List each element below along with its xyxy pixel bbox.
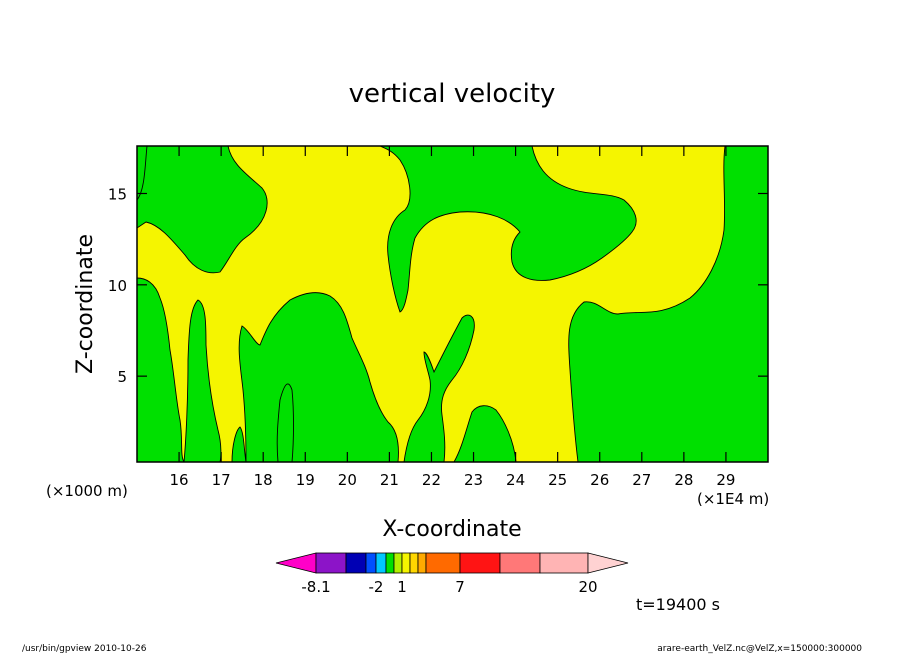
y-axis-label: Z-coordinate — [73, 234, 98, 374]
x-tick-label-7: 23 — [464, 471, 483, 489]
colorbar-segment-10 — [425, 552, 461, 574]
y-axis-ticks: 5 10 15 — [108, 185, 768, 386]
colorbar-segment-1 — [315, 552, 347, 574]
colorbar-segment-2 — [345, 552, 367, 574]
y-tick-label-2: 15 — [108, 185, 127, 203]
colorbar-segment-9 — [417, 552, 427, 574]
x-tick-label-5: 21 — [380, 471, 399, 489]
x-tick-label-3: 19 — [296, 471, 315, 489]
plot-area — [137, 146, 768, 462]
colorbar — [275, 552, 629, 574]
x-tick-label-6: 22 — [422, 471, 441, 489]
y-unit-label: (×1000 m) — [46, 482, 128, 500]
plot-frame — [136, 145, 769, 463]
y-tick-label-1: 10 — [108, 277, 127, 295]
green-region-2 — [137, 277, 185, 462]
x-tick-label-4: 20 — [338, 471, 357, 489]
green-region-9 — [379, 146, 637, 313]
green-region-3 — [183, 299, 222, 462]
green-region-7 — [453, 405, 517, 462]
colorbar-segment-4 — [375, 552, 387, 574]
y-tick-label-0: 5 — [117, 368, 127, 386]
time-label: t=19400 s — [636, 595, 720, 614]
colorbar-label-2: 1 — [397, 578, 407, 596]
colorbar-triangle-left — [275, 552, 317, 574]
colorbar-segment-6 — [393, 552, 403, 574]
colorbar-segment-7 — [401, 552, 411, 574]
x-tick-label-9: 25 — [548, 471, 567, 489]
x-tick-label-2: 18 — [254, 471, 273, 489]
x-tick-label-8: 24 — [506, 471, 525, 489]
colorbar-label-3: 7 — [455, 578, 465, 596]
x-tick-label-0: 16 — [170, 471, 189, 489]
colorbar-segment-5 — [385, 552, 395, 574]
x-unit-label: (×1E4 m) — [697, 490, 769, 508]
colorbar-segment-13 — [539, 552, 589, 574]
green-region-8 — [568, 146, 768, 462]
x-tick-label-12: 28 — [674, 471, 693, 489]
colorbar-segment-3 — [365, 552, 377, 574]
x-tick-label-11: 27 — [632, 471, 651, 489]
colorbar-label-1: -2 — [369, 578, 384, 596]
footer-right: arare-earth_VelZ.nc@VelZ,x=150000:300000 — [657, 644, 862, 654]
green-region-4 — [231, 426, 247, 462]
chart-title: vertical velocity — [349, 79, 556, 109]
field-green-regions — [137, 146, 768, 462]
green-region-10 — [276, 383, 294, 462]
colorbar-segment-8 — [409, 552, 419, 574]
green-region-6 — [403, 314, 475, 462]
colorbar-label-4: 20 — [578, 578, 597, 596]
colorbar-segment-11 — [459, 552, 501, 574]
colorbar-labels: -8.1 -2 1 7 20 — [301, 578, 597, 596]
footer-left: /usr/bin/gpview 2010-10-26 — [22, 644, 147, 654]
green-region-0 — [137, 146, 268, 274]
colorbar-triangle-right — [587, 552, 629, 574]
colorbar-label-0: -8.1 — [301, 578, 330, 596]
x-tick-label-13: 29 — [716, 471, 735, 489]
x-axis-ticks: 16 17 18 19 20 21 22 23 24 25 26 27 28 29 — [170, 146, 735, 489]
x-tick-label-1: 17 — [212, 471, 231, 489]
colorbar-segment-12 — [499, 552, 541, 574]
x-axis-label: X-coordinate — [382, 517, 521, 542]
x-tick-label-10: 26 — [590, 471, 609, 489]
